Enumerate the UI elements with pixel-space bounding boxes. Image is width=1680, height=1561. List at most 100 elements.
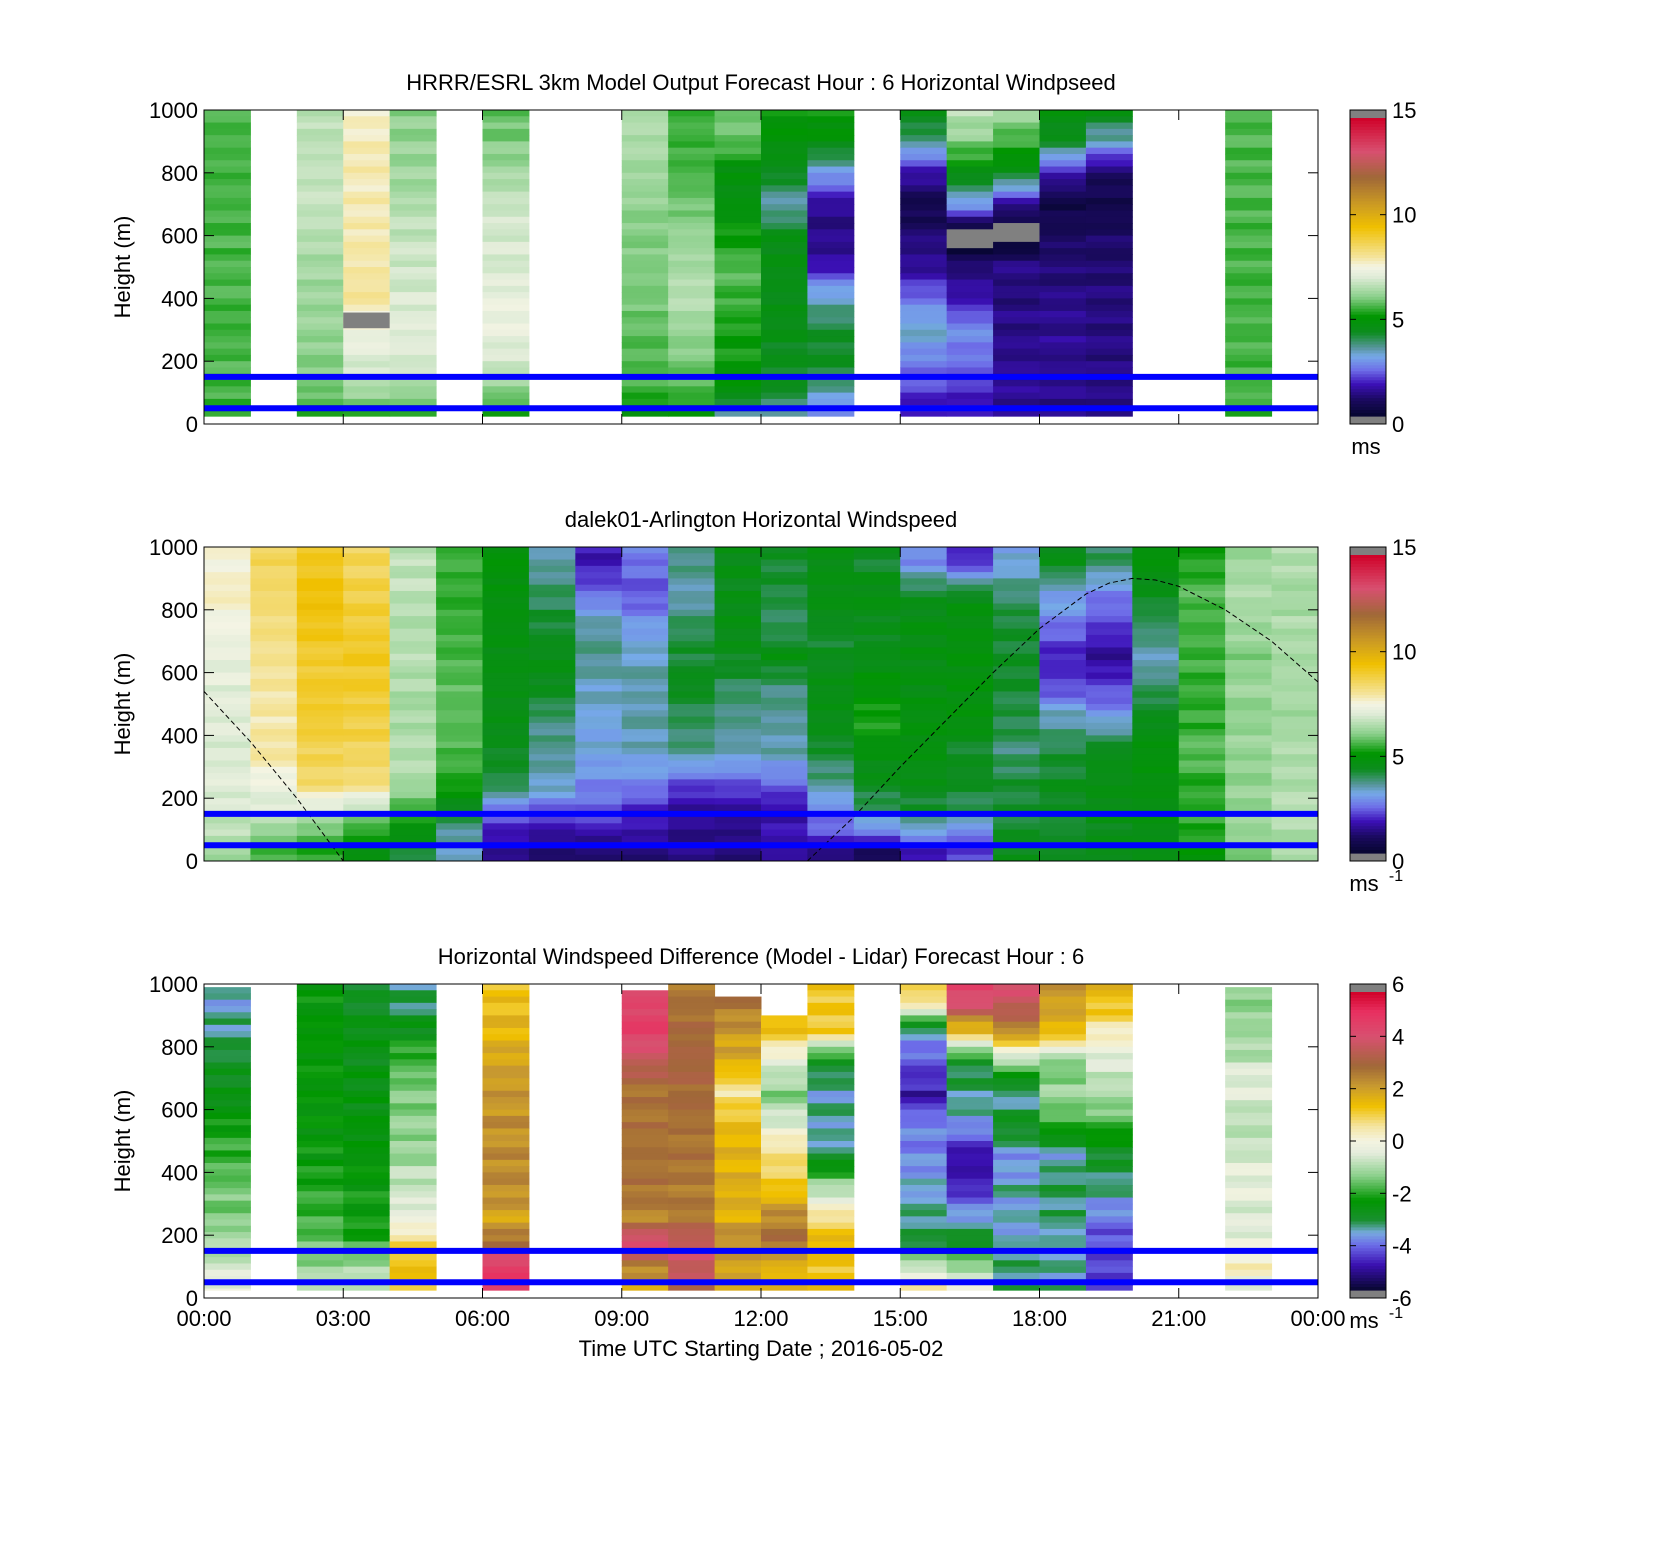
- colorbar-unit-superscript: -1: [1389, 868, 1403, 885]
- heatmap-cell: [807, 298, 855, 306]
- heatmap-cell: [714, 590, 762, 598]
- heatmap-cell: [621, 1053, 669, 1060]
- colorbar-segment: [1350, 838, 1386, 842]
- heatmap-cell: [528, 804, 576, 812]
- heatmap-cell: [853, 565, 901, 573]
- heatmap-cell: [714, 273, 762, 281]
- heatmap-cell: [389, 1197, 437, 1205]
- colorbar-segment: [1350, 748, 1386, 753]
- colorbar-segment: [1350, 1203, 1386, 1208]
- heatmap-cell: [621, 1178, 669, 1186]
- heatmap-cell: [714, 298, 762, 306]
- heatmap-cell: [946, 603, 994, 611]
- heatmap-cell: [389, 990, 437, 998]
- heatmap-cell: [946, 722, 994, 730]
- heatmap-cell: [1039, 348, 1087, 356]
- heatmap-cell: [1039, 641, 1087, 648]
- heatmap-cell: [1085, 1266, 1133, 1274]
- heatmap-cell: [482, 1210, 530, 1217]
- heatmap-cell: [807, 697, 855, 705]
- heatmap-cell: [1225, 1087, 1273, 1095]
- heatmap-cell: [1271, 559, 1319, 567]
- colorbar-segment: [1350, 850, 1386, 854]
- heatmap-cell: [993, 785, 1040, 793]
- heatmap-cell: [900, 1021, 948, 1029]
- heatmap-cell: [621, 823, 669, 831]
- colorbar-segment: [1350, 374, 1386, 378]
- heatmap-cell: [482, 172, 530, 180]
- colorbar-segment: [1350, 323, 1386, 328]
- heatmap-cell: [807, 411, 855, 417]
- heatmap-cell: [714, 398, 762, 406]
- heatmap-cell: [668, 166, 716, 174]
- heatmap-cell: [1178, 603, 1226, 611]
- heatmap-cell: [668, 835, 716, 843]
- heatmap-cell: [389, 386, 437, 394]
- heatmap-cell: [1225, 1049, 1273, 1057]
- heatmap-cell: [668, 304, 716, 312]
- heatmap-cell: [1225, 817, 1273, 824]
- heatmap-cell: [621, 616, 669, 623]
- heatmap-cell: [1085, 653, 1133, 661]
- heatmap-cell: [900, 398, 948, 406]
- heatmap-cell: [993, 304, 1040, 312]
- heatmap-cell: [714, 216, 762, 224]
- heatmap-cell: [296, 1134, 344, 1142]
- heatmap-cell: [296, 386, 344, 394]
- heatmap-cell: [1271, 691, 1319, 699]
- heatmap-cell: [204, 128, 251, 136]
- colorbar-cap: [1350, 984, 1386, 992]
- heatmap-cell: [807, 735, 855, 743]
- heatmap-cell: [1178, 653, 1226, 661]
- heatmap-cell: [761, 172, 808, 180]
- heatmap-cell: [296, 1065, 344, 1073]
- colorbar-segment: [1350, 380, 1386, 384]
- heatmap-cell: [1132, 766, 1180, 774]
- heatmap-cell: [761, 641, 808, 648]
- heatmap-cell: [1225, 310, 1273, 318]
- colorbar-segment: [1350, 1105, 1386, 1109]
- heatmap-cell: [668, 1128, 716, 1136]
- heatmap-cell: [1085, 779, 1133, 787]
- heatmap-cell: [343, 666, 391, 674]
- heatmap-cell: [668, 666, 716, 674]
- heatmap-cell: [1039, 1002, 1087, 1010]
- heatmap-cell: [714, 634, 762, 642]
- colorbar-segment: [1350, 754, 1386, 759]
- heatmap-cell: [993, 392, 1040, 400]
- heatmap-cell: [296, 380, 344, 387]
- heatmap-cell: [296, 1228, 344, 1236]
- heatmap-cell: [900, 128, 948, 136]
- heatmap-cell: [1271, 791, 1319, 799]
- heatmap-cell: [621, 1241, 669, 1249]
- heatmap-cell: [946, 1222, 994, 1230]
- heatmap-cell: [1225, 1012, 1273, 1020]
- heatmap-cell: [1225, 741, 1273, 749]
- heatmap-cell: [389, 553, 437, 561]
- heatmap-cell: [946, 1266, 994, 1274]
- heatmap-cell: [296, 547, 344, 554]
- heatmap-cell: [575, 584, 623, 592]
- heatmap-cell: [1085, 1103, 1133, 1111]
- heatmap-cell: [946, 984, 994, 991]
- heatmap-cell: [714, 1203, 762, 1211]
- heatmap-cell: [528, 710, 576, 718]
- heatmap-cell: [1085, 616, 1133, 623]
- heatmap-cell: [668, 1191, 716, 1199]
- colorbar-segment: [1350, 992, 1386, 996]
- heatmap-cell: [204, 1250, 251, 1258]
- heatmap-cell: [389, 779, 437, 787]
- heatmap-cell: [807, 141, 855, 149]
- heatmap-cell: [761, 1141, 808, 1148]
- colorbar-segment: [1350, 680, 1386, 684]
- heatmap-cell: [250, 647, 298, 655]
- heatmap-cell: [204, 1068, 251, 1076]
- colorbar-segment: [1350, 563, 1386, 568]
- colorbar-segment: [1350, 1114, 1386, 1118]
- heatmap-cell: [528, 622, 576, 630]
- heatmap-cell: [389, 1059, 437, 1067]
- heatmap-cell: [250, 791, 298, 799]
- heatmap-cell: [621, 1159, 669, 1167]
- heatmap-cell: [1085, 141, 1133, 149]
